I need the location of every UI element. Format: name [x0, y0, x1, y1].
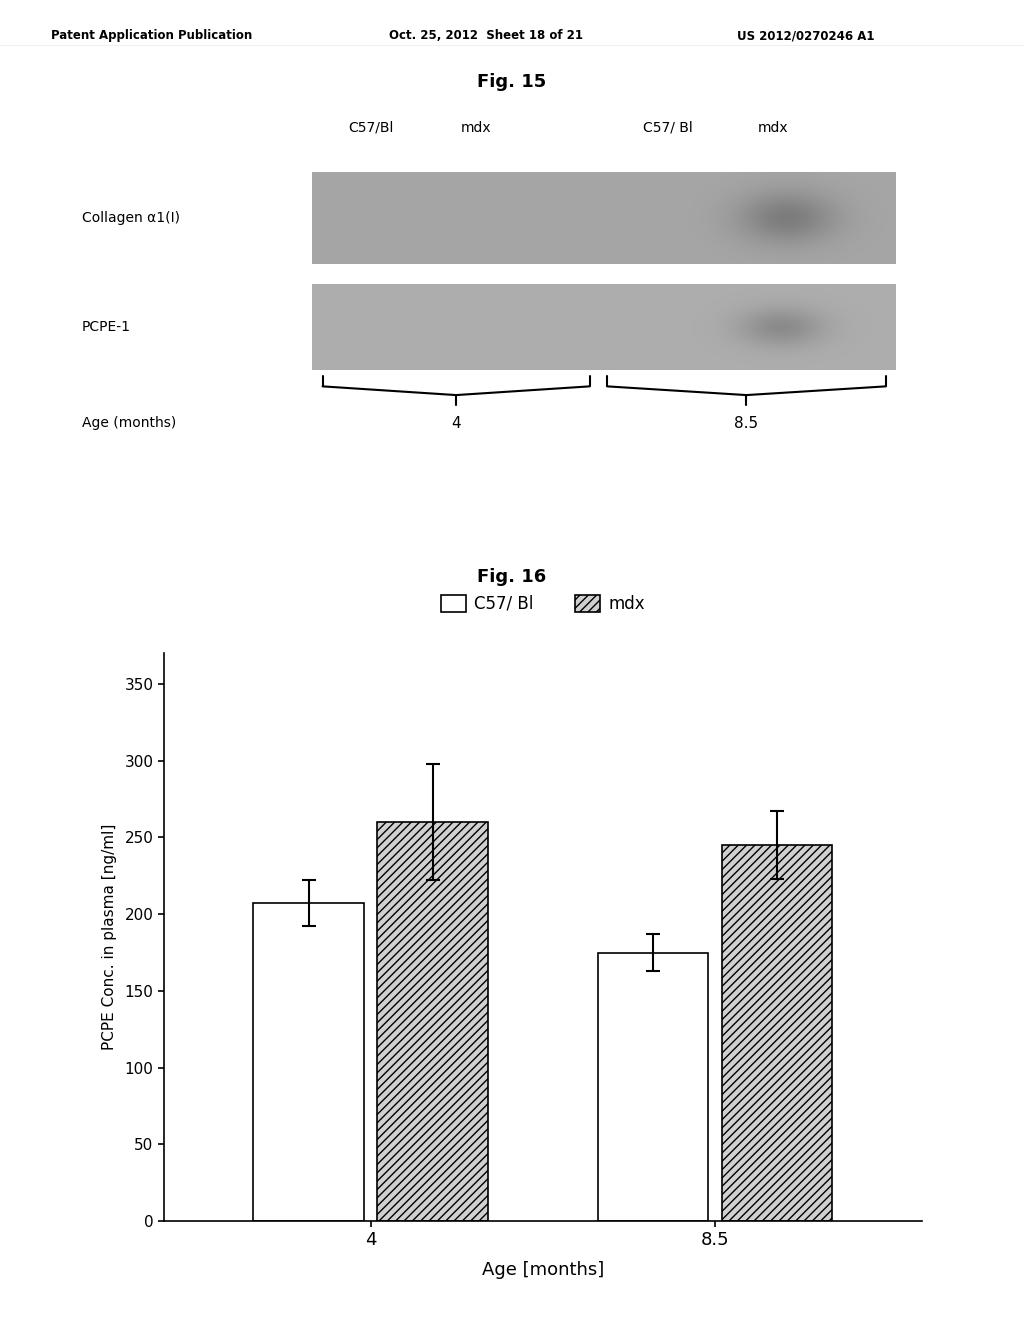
- Text: Fig. 15: Fig. 15: [477, 73, 547, 91]
- Text: 8.5: 8.5: [734, 416, 759, 430]
- X-axis label: Age [months]: Age [months]: [481, 1261, 604, 1279]
- Bar: [722, 845, 833, 1221]
- Y-axis label: PCPE Conc. in plasma [ng/ml]: PCPE Conc. in plasma [ng/ml]: [102, 824, 118, 1051]
- Text: mdx: mdx: [461, 120, 492, 135]
- Text: mdx: mdx: [758, 120, 788, 135]
- Text: C57/ Bl: C57/ Bl: [643, 120, 693, 135]
- Text: Collagen α1(I): Collagen α1(I): [82, 211, 180, 224]
- Text: 4: 4: [452, 416, 461, 430]
- Text: US 2012/0270246 A1: US 2012/0270246 A1: [737, 29, 874, 42]
- Text: Oct. 25, 2012  Sheet 18 of 21: Oct. 25, 2012 Sheet 18 of 21: [389, 29, 583, 42]
- Text: Age (months): Age (months): [82, 416, 176, 430]
- Bar: [253, 903, 364, 1221]
- Legend: C57/ Bl, mdx: C57/ Bl, mdx: [434, 587, 651, 619]
- Text: C57/Bl: C57/Bl: [348, 120, 393, 135]
- Text: Patent Application Publication: Patent Application Publication: [51, 29, 253, 42]
- Bar: [598, 953, 708, 1221]
- Bar: [378, 822, 487, 1221]
- Text: Fig. 16: Fig. 16: [477, 568, 547, 586]
- Text: PCPE-1: PCPE-1: [82, 319, 131, 334]
